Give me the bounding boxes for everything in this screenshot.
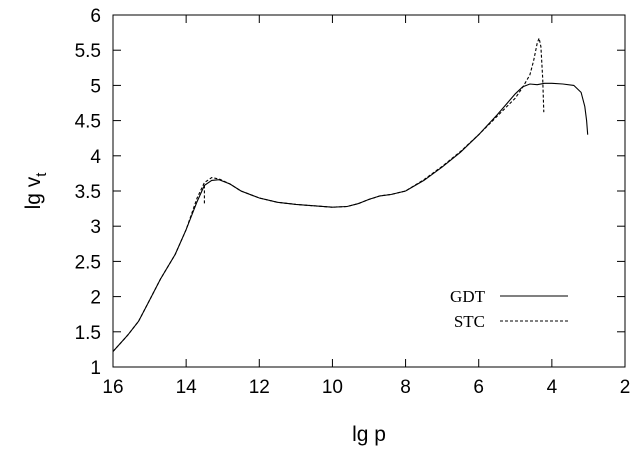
legend: GDT STC <box>450 287 568 331</box>
plot-frame <box>112 14 626 368</box>
y-tick-label: 1 <box>90 358 101 379</box>
x-tick-label: 8 <box>400 377 411 398</box>
y-tick-label: 2.5 <box>75 252 101 273</box>
axis-ticks: 16 14 12 10 8 6 4 2 1 1.5 2 2.5 3 3.5 4 4.5 5 5.5 6 <box>75 6 631 398</box>
y-tick-label: 2 <box>90 288 101 309</box>
y-tick-label: 5 <box>90 76 101 97</box>
x-tick-label: 14 <box>176 377 198 398</box>
y-axis-title-main: lg v <box>22 176 45 209</box>
series-line-gdt <box>112 82 589 352</box>
y-tick-label: 4 <box>90 147 101 168</box>
y-tick-label: 5.5 <box>75 41 101 62</box>
x-tick-label: 12 <box>249 377 270 398</box>
x-tick-label: 2 <box>620 377 631 398</box>
x-axis-title: lg p <box>352 423 386 446</box>
legend-label-stc: STC <box>454 312 485 331</box>
x-tick-label: 6 <box>473 377 484 398</box>
y-tick-label: 1.5 <box>75 323 101 344</box>
y-axis-title: lg vt <box>22 172 50 210</box>
y-axis-title-sub: t <box>33 172 50 177</box>
y-tick-label: 4.5 <box>75 112 101 133</box>
x-tick-label: 16 <box>102 377 123 398</box>
y-tick-label: 6 <box>90 6 101 27</box>
legend-label-gdt: GDT <box>450 287 486 306</box>
y-tick-label: 3.5 <box>75 182 101 203</box>
series-layer <box>112 36 589 352</box>
svg-text:lg vt: lg vt <box>22 172 50 210</box>
x-tick-label: 4 <box>547 377 558 398</box>
y-tick-label: 3 <box>90 217 101 238</box>
x-tick-label: 10 <box>322 377 343 398</box>
